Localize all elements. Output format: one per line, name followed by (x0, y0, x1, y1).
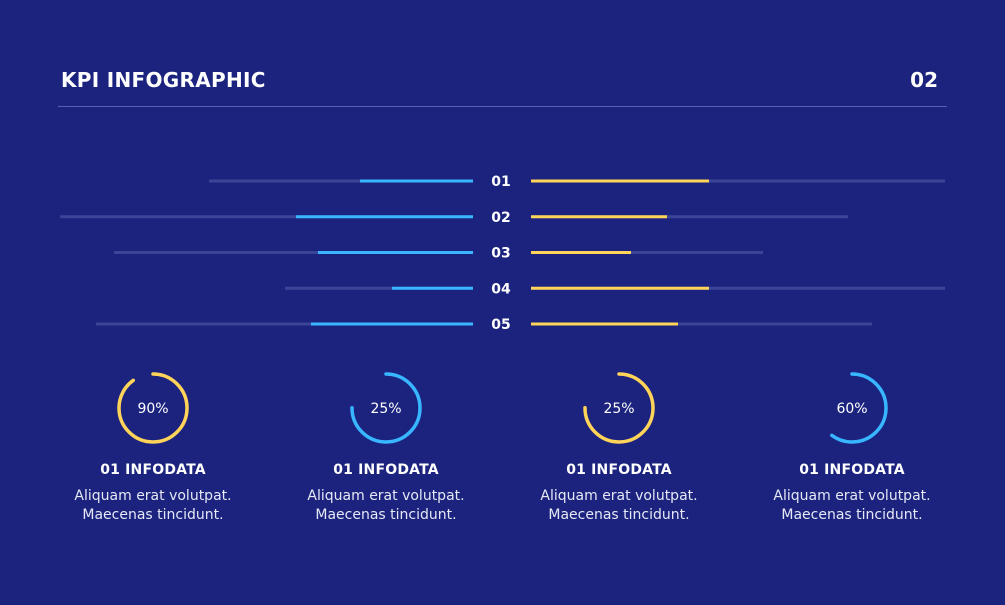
ring-percent-label: 60% (836, 401, 867, 417)
bar-category-label: 05 (491, 317, 510, 333)
bar-category-label: 02 (491, 210, 510, 226)
kpi-card-4: 60% 01 INFODATA Aliquam erat volutpat. M… (752, 370, 952, 525)
kpi-card-text-line1: Aliquam erat volutpat. (540, 488, 698, 504)
bar-category-label: 03 (491, 246, 510, 262)
bar-category-label: 01 (491, 174, 510, 190)
kpi-card-text-line2: Maecenas tincidunt. (82, 507, 224, 523)
kpi-card-text-line1: Aliquam erat volutpat. (74, 488, 232, 504)
ring-percent-label: 90% (137, 401, 168, 417)
kpi-card-text-line2: Maecenas tincidunt. (315, 507, 457, 523)
bar-category-label: 04 (491, 281, 511, 297)
kpi-card-text-line1: Aliquam erat volutpat. (307, 488, 465, 504)
progress-ring-2: 25% (350, 372, 422, 444)
kpi-card-1: 90% 01 INFODATA Aliquam erat volutpat. M… (53, 370, 253, 525)
progress-ring-4: 60% (816, 372, 888, 444)
progress-ring-1: 90% (117, 372, 189, 444)
kpi-card-title: 01 INFODATA (100, 462, 206, 478)
kpi-card-title: 01 INFODATA (333, 462, 439, 478)
header-divider (58, 106, 947, 107)
progress-ring-3: 25% (583, 372, 655, 444)
kpi-card-text-line1: Aliquam erat volutpat. (773, 488, 931, 504)
kpi-card-text-line2: Maecenas tincidunt. (781, 507, 923, 523)
mirrored-bar-chart: 01 02 03 04 05 (60, 174, 945, 333)
page-title: KPI INFOGRAPHIC (61, 68, 266, 92)
ring-percent-label: 25% (370, 401, 401, 417)
kpi-card-2: 25% 01 INFODATA Aliquam erat volutpat. M… (286, 370, 486, 525)
kpi-card-3: 25% 01 INFODATA Aliquam erat volutpat. M… (519, 370, 719, 525)
kpi-card-title: 01 INFODATA (799, 462, 905, 478)
ring-arc (117, 372, 189, 444)
ring-arc (583, 372, 655, 444)
ring-percent-label: 25% (603, 401, 634, 417)
ring-arc (816, 372, 888, 444)
kpi-card-title: 01 INFODATA (566, 462, 672, 478)
ring-arc (350, 372, 422, 444)
page-number: 02 (910, 68, 938, 92)
kpi-card-text-line2: Maecenas tincidunt. (548, 507, 690, 523)
